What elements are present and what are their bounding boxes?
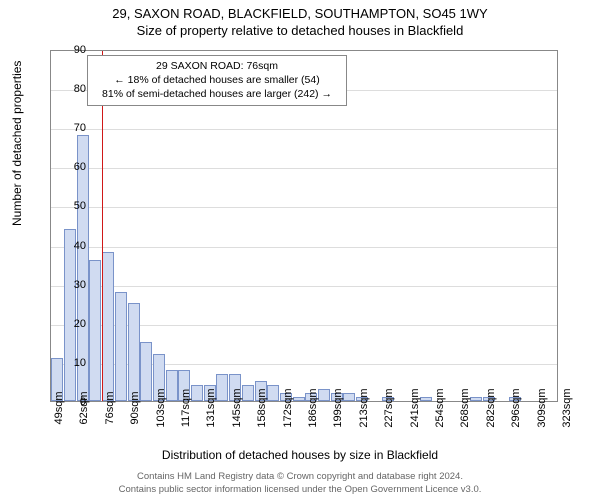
title-block: 29, SAXON ROAD, BLACKFIELD, SOUTHAMPTON,…	[0, 0, 600, 38]
y-tick-label: 20	[56, 318, 86, 330]
x-tick-label: 213sqm	[358, 388, 370, 427]
gridline	[51, 129, 557, 130]
x-axis-label: Distribution of detached houses by size …	[0, 448, 600, 462]
footer-attribution: Contains HM Land Registry data © Crown c…	[0, 471, 600, 496]
histogram-bar	[267, 385, 279, 401]
x-tick-label: 90sqm	[129, 391, 141, 424]
footer-line: Contains HM Land Registry data © Crown c…	[0, 471, 600, 483]
x-tick-label: 268sqm	[459, 388, 471, 427]
x-tick-label: 227sqm	[383, 388, 395, 427]
histogram-bar	[318, 389, 330, 401]
gridline	[51, 286, 557, 287]
x-tick-label: 76sqm	[104, 391, 116, 424]
histogram-bar	[128, 303, 140, 401]
y-tick-label: 30	[56, 279, 86, 291]
gridline	[51, 168, 557, 169]
y-tick-label: 60	[56, 161, 86, 173]
y-tick-label: 50	[56, 200, 86, 212]
x-tick-label: 186sqm	[307, 388, 319, 427]
x-tick-label: 254sqm	[434, 388, 446, 427]
x-tick-label: 103sqm	[155, 388, 167, 427]
x-tick-label: 309sqm	[536, 388, 548, 427]
x-tick-label: 62sqm	[78, 391, 90, 424]
annotation-line: 81% of semi-detached houses are larger (…	[94, 87, 340, 101]
annotation-line: 29 SAXON ROAD: 76sqm	[94, 59, 340, 73]
gridline	[51, 207, 557, 208]
y-tick-label: 80	[56, 83, 86, 95]
x-tick-label: 241sqm	[409, 388, 421, 427]
histogram-bar	[343, 393, 355, 401]
x-tick-label: 323sqm	[561, 388, 573, 427]
histogram-bar	[216, 374, 228, 401]
x-tick-label: 199sqm	[332, 388, 344, 427]
x-tick-label: 145sqm	[231, 388, 243, 427]
histogram-bar	[140, 342, 152, 401]
page-subtitle: Size of property relative to detached ho…	[0, 23, 600, 38]
histogram-bar	[470, 397, 482, 401]
histogram-bar	[89, 260, 101, 401]
gridline	[51, 247, 557, 248]
x-tick-label: 296sqm	[510, 388, 522, 427]
x-tick-label: 131sqm	[205, 388, 217, 427]
histogram-bar	[420, 397, 432, 401]
histogram-bar	[293, 397, 305, 401]
x-tick-label: 158sqm	[256, 388, 268, 427]
histogram-bar	[102, 252, 114, 401]
marker-annotation: 29 SAXON ROAD: 76sqm ← 18% of detached h…	[87, 55, 347, 106]
footer-line: Contains public sector information licen…	[0, 484, 600, 496]
y-tick-label: 90	[56, 44, 86, 56]
x-tick-label: 282sqm	[485, 388, 497, 427]
histogram-bar	[166, 370, 178, 401]
chart-container: 29, SAXON ROAD, BLACKFIELD, SOUTHAMPTON,…	[0, 0, 600, 500]
plot-area: 29 SAXON ROAD: 76sqm ← 18% of detached h…	[50, 50, 558, 402]
histogram-bar	[64, 229, 76, 401]
y-tick-label: 40	[56, 240, 86, 252]
x-tick-label: 49sqm	[53, 391, 65, 424]
x-tick-label: 117sqm	[180, 389, 192, 427]
y-axis-label: Number of detached properties	[10, 61, 24, 226]
page-title: 29, SAXON ROAD, BLACKFIELD, SOUTHAMPTON,…	[0, 6, 600, 21]
y-tick-label: 10	[56, 357, 86, 369]
annotation-line: ← 18% of detached houses are smaller (54…	[94, 73, 340, 87]
y-tick-label: 70	[56, 122, 86, 134]
histogram-bar	[191, 385, 203, 401]
histogram-bar	[115, 292, 127, 402]
x-tick-label: 172sqm	[282, 388, 294, 427]
histogram-bar	[242, 385, 254, 401]
